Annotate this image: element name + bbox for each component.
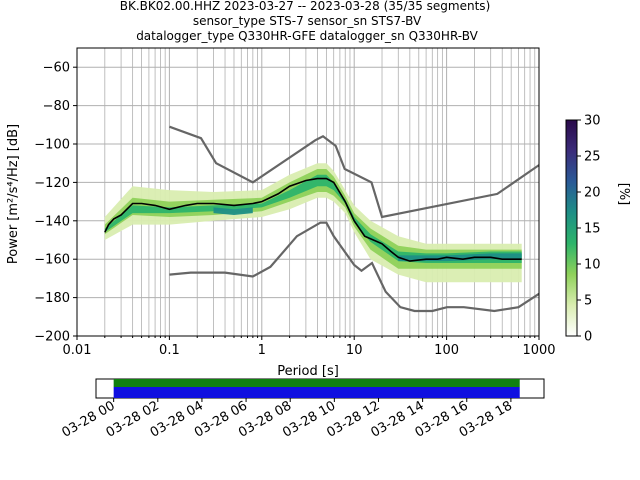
x-axis-ticks: 0.01 0.1 1 10 100 1000 [63,336,556,358]
title-line-1: BK.BK02.00.HHZ 2023-03-27 -- 2023-03-28 … [120,0,491,13]
noise-model-high [169,125,539,219]
title-line-2: sensor_type STS-7 sensor_sn STS7-BV [193,14,422,28]
x-tick-label: 1 [258,343,266,358]
x-tick-label: 0.01 [63,343,92,358]
colorbar-label: [%] [616,183,631,206]
colorbar-ticks: 0 5 10 15 20 25 30 [577,114,601,345]
colorbar-gradient [565,119,578,337]
x-tick-label: 10 [346,343,363,358]
plot-frame [76,47,540,337]
y-tick-label: −180 [34,291,70,306]
colorbar: 0 5 10 15 20 25 30 [%] [565,114,631,345]
density-bands [104,163,522,283]
mean-curve [104,177,522,262]
colorbar-tick-label: 25 [584,150,601,165]
x-tick-label: 100 [434,343,459,358]
y-axis-ticks: −60 −80 −100 −120 −140 −160 −180 −200 [34,61,77,345]
x-tick-label: 1000 [522,343,555,358]
noise-models [169,125,539,313]
title-line-3: datalogger_type Q330HR-GFE datalogger_sn… [136,29,478,43]
colorbar-tick-label: 0 [584,330,592,345]
y-tick-label: −60 [43,61,70,76]
colorbar-tick-label: 15 [584,222,601,237]
colorbar-tick-label: 30 [584,114,601,129]
x-tick-label: 0.1 [159,343,180,358]
timeline-coverage-top [113,379,520,387]
y-tick-label: −80 [43,99,70,114]
colorbar-tick-label: 20 [584,186,601,201]
y-tick-label: −200 [34,330,70,345]
noise-model-low [169,221,539,313]
y-tick-label: −160 [34,253,70,268]
y-tick-label: −100 [34,138,70,153]
chart-title: BK.BK02.00.HHZ 2023-03-27 -- 2023-03-28 … [120,0,491,43]
colorbar-tick-label: 10 [584,258,601,273]
mean-curve-layer [104,177,522,262]
density-band [213,207,253,215]
timeline-coverage-bottom [113,387,520,398]
y-tick-label: −140 [34,214,70,229]
y-axis-label: Power [m²/s⁴/Hz] [dB] [6,124,21,264]
x-axis-label: Period [s] [277,364,339,379]
colorbar-tick-label: 5 [584,294,592,309]
y-tick-label: −120 [34,176,70,191]
